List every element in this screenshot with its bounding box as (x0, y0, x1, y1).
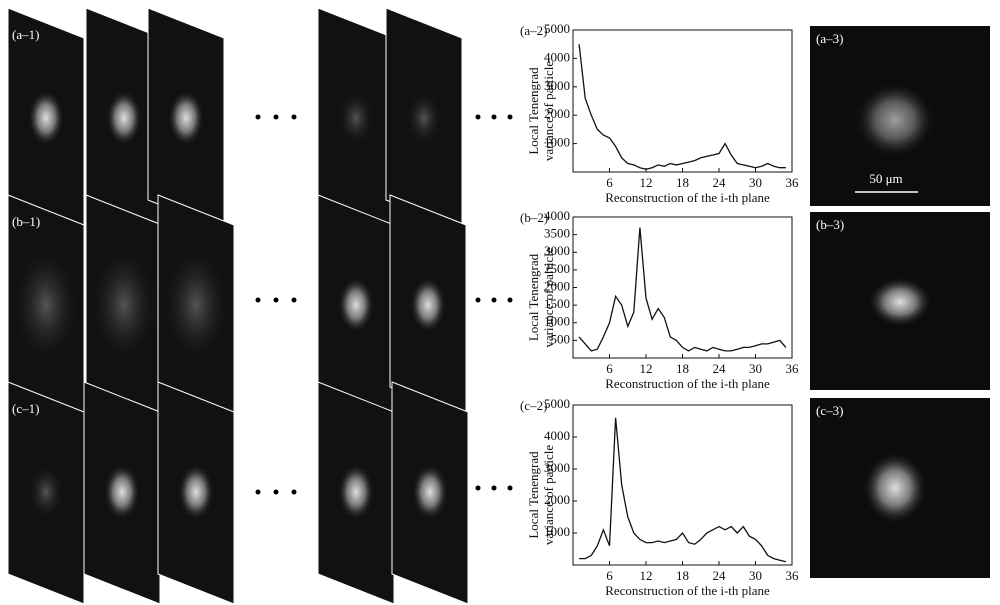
y-axis-label: Local Tenengrad (526, 67, 541, 155)
image-label: (b–3) (816, 217, 844, 232)
y-tick-label: 3000 (544, 243, 570, 258)
x-tick-label: 6 (606, 361, 613, 376)
y-tick-label: 3000 (544, 78, 570, 93)
y-tick-label: 5000 (544, 21, 570, 36)
y-tick-label: 3000 (544, 460, 570, 475)
x-tick-label: 18 (676, 361, 689, 376)
y-tick-label: 2500 (544, 261, 570, 276)
particle (104, 464, 140, 520)
x-tick-label: 24 (713, 175, 727, 190)
particle (338, 90, 374, 146)
y-tick-label: 4000 (544, 49, 570, 64)
y-tick-label: 1000 (544, 135, 570, 150)
chart-title: (c–2) (520, 398, 547, 413)
x-tick-label: 18 (676, 568, 689, 583)
chart-title: (b–2) (520, 210, 548, 225)
x-tick-label: 6 (606, 568, 613, 583)
image-label: (a–3) (816, 31, 843, 46)
x-tick-label: 30 (749, 361, 762, 376)
y-tick-label: 2000 (544, 106, 570, 121)
y-axis-label: variance of particle (541, 61, 556, 162)
y-axis-label: Local Tenengrad (526, 253, 541, 341)
particle (178, 464, 214, 520)
particle (162, 245, 230, 365)
particle (106, 90, 142, 146)
x-tick-label: 36 (786, 568, 800, 583)
y-tick-label: 3500 (544, 226, 570, 241)
stack-label: (b–1) (12, 214, 40, 229)
x-axis-label: Reconstruction of the i-th plane (605, 376, 770, 391)
x-tick-label: 18 (676, 175, 689, 190)
y-tick-label: 1000 (544, 524, 570, 539)
data-line (579, 417, 787, 563)
x-axis-label: Reconstruction of the i-th plane (605, 583, 770, 598)
x-tick-label: 12 (640, 361, 653, 376)
particle (28, 464, 64, 520)
y-tick-label: 1000 (544, 314, 570, 329)
plot-frame (572, 216, 793, 359)
result-images: 50 μm (a–3) (b–3) (c–3) (810, 26, 990, 578)
x-tick-label: 36 (786, 175, 800, 190)
particle (406, 90, 442, 146)
y-tick-label: 4000 (544, 428, 570, 443)
y-tick-label: 2000 (544, 492, 570, 507)
x-tick-label: 12 (640, 568, 653, 583)
image-stacks: (a–1) (b–1) (c–1) (7, 7, 469, 605)
x-axis-label: Reconstruction of the i-th plane (605, 190, 770, 205)
y-tick-label: 4000 (544, 208, 570, 223)
x-tick-label: 30 (749, 568, 762, 583)
x-tick-label: 24 (713, 361, 727, 376)
data-line (578, 227, 787, 352)
y-tick-label: 1500 (544, 296, 570, 311)
particle (90, 245, 158, 365)
x-tick-label: 6 (606, 175, 613, 190)
ellipsis (255, 114, 513, 495)
y-tick-label: 5000 (544, 396, 570, 411)
particle (410, 277, 446, 333)
particle (338, 464, 374, 520)
x-tick-label: 36 (786, 361, 800, 376)
stack-label: (c–1) (12, 401, 39, 416)
particle (168, 90, 204, 146)
data-line (578, 44, 786, 170)
particle (28, 90, 64, 146)
particle (338, 277, 374, 333)
scale-bar-label: 50 μm (869, 171, 902, 186)
y-axis-label: variance of particle (541, 247, 556, 348)
stack-label: (a–1) (12, 27, 39, 42)
plot-frame (572, 29, 793, 173)
plot-frame (572, 404, 793, 566)
x-tick-label: 30 (749, 175, 762, 190)
y-tick-label: 500 (551, 331, 571, 346)
particle (412, 464, 448, 520)
chart-title: (a–2) (520, 23, 547, 38)
image-label: (c–3) (816, 403, 843, 418)
y-tick-label: 2000 (544, 278, 570, 293)
y-axis-label: variance of particle (541, 445, 556, 546)
x-tick-label: 24 (713, 568, 727, 583)
y-axis-label: Local Tenengrad (526, 451, 541, 539)
x-tick-label: 12 (640, 175, 653, 190)
particle (12, 245, 80, 365)
